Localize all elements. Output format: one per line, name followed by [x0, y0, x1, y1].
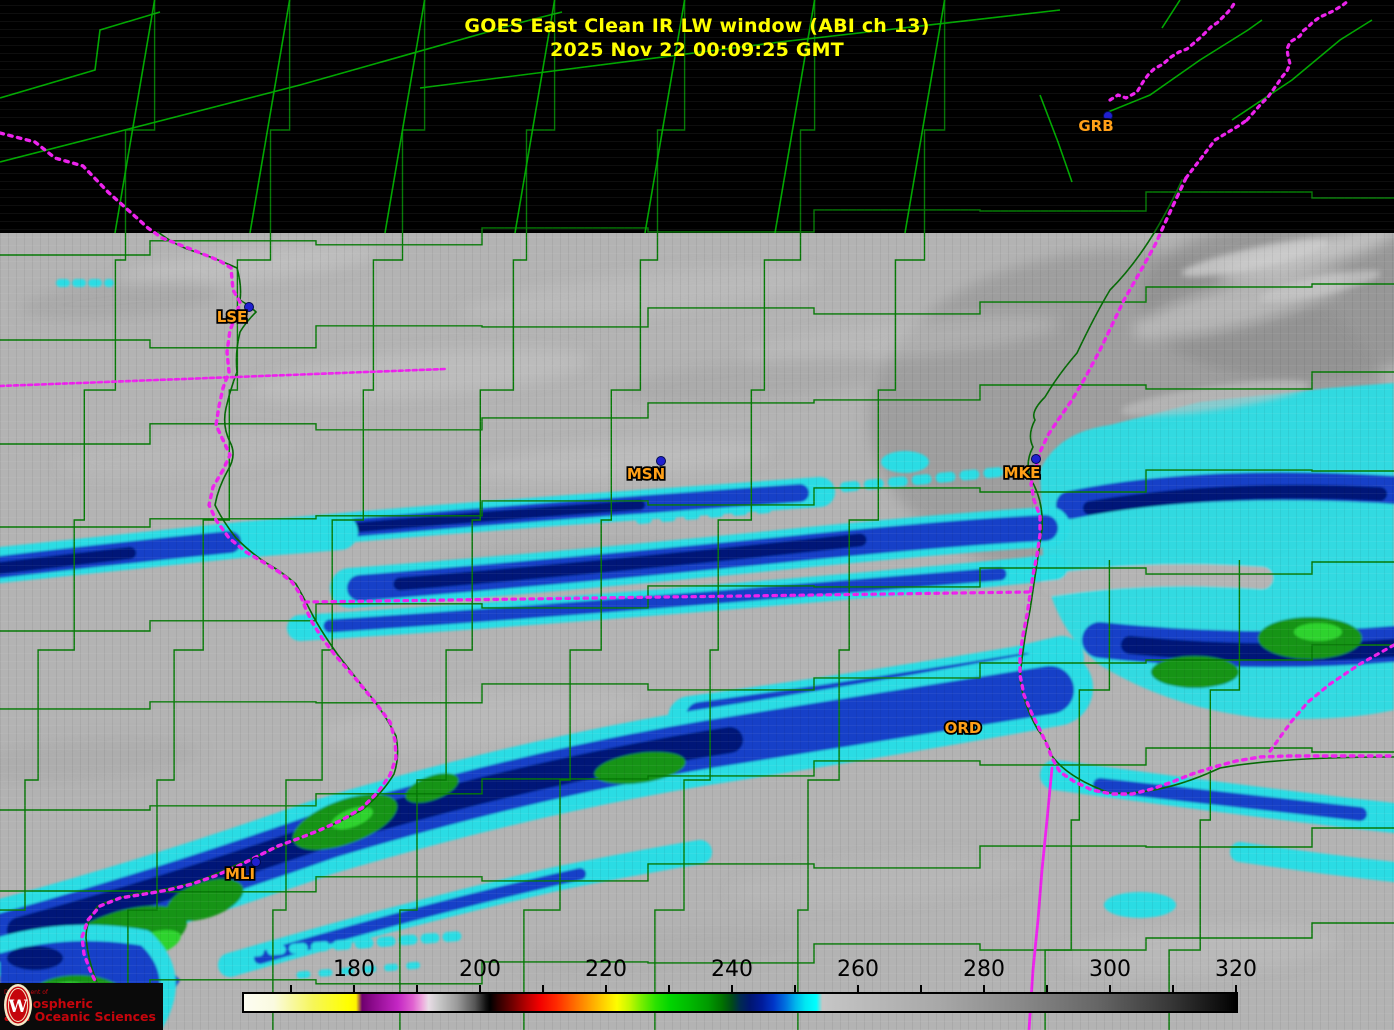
county-line [0, 283, 1394, 349]
county-line [0, 561, 1394, 632]
county-line [0, 0, 156, 911]
county-line [654, 0, 816, 1030]
city-labels: GRB LSE MSN MKE ORD MLI [215, 115, 1115, 885]
county-line [0, 827, 1394, 893]
county-line [797, 0, 946, 1030]
county-line [0, 371, 1394, 445]
county-line [399, 0, 556, 1030]
city-label-ord: ORD [945, 719, 982, 737]
county-line [272, 0, 426, 1030]
uw-crest-icon: W [4, 984, 32, 1026]
title-line-1: GOES East Clean IR LW window (ABI ch 13) [464, 15, 930, 37]
city-label-grb: GRB [1078, 117, 1113, 135]
uw-aos-logo: W Department of Atmospheric and Oceanic … [0, 983, 163, 1030]
city-dot-lse [244, 302, 254, 312]
city-label-mke: MKE [1004, 464, 1041, 482]
city-label-msn: MSN [627, 465, 665, 483]
county-line [644, 0, 686, 234]
city-dots [244, 111, 1113, 867]
county-line [1168, 560, 1241, 1030]
clear-sky-region [0, 0, 1394, 233]
city-dot-msn [656, 456, 666, 466]
city-dot-mli [251, 857, 261, 867]
county-line [523, 0, 686, 1030]
temperature-colorbar [242, 992, 1238, 1013]
city-label-mli: MLI [225, 865, 255, 883]
county-line [0, 922, 1394, 998]
city-dot-mke [1031, 454, 1041, 464]
county-boundaries-clear-sky [0, 0, 1373, 183]
county-line [384, 0, 426, 234]
county-line [0, 747, 1394, 811]
svg-text:W: W [7, 997, 28, 1017]
county-line [514, 0, 556, 234]
county-line [904, 0, 946, 234]
city-label-lse: LSE [217, 308, 248, 326]
county-line [1044, 560, 1111, 1030]
title-line-2: 2025 Nov 22 00:09:25 GMT [550, 39, 844, 61]
county-line [0, 469, 1394, 528]
county-line [249, 0, 291, 234]
city-dot-grb [1103, 111, 1113, 121]
logo-line-2: and Oceanic Sciences [4, 1009, 156, 1024]
ir-enhancement-bands [0, 279, 1394, 1030]
county-line [0, 644, 1394, 710]
county-line [0, 191, 1394, 256]
county-line [774, 0, 816, 234]
county-line [114, 0, 156, 234]
image-title: GOES East Clean IR LW window (ABI ch 13)… [0, 14, 1394, 62]
